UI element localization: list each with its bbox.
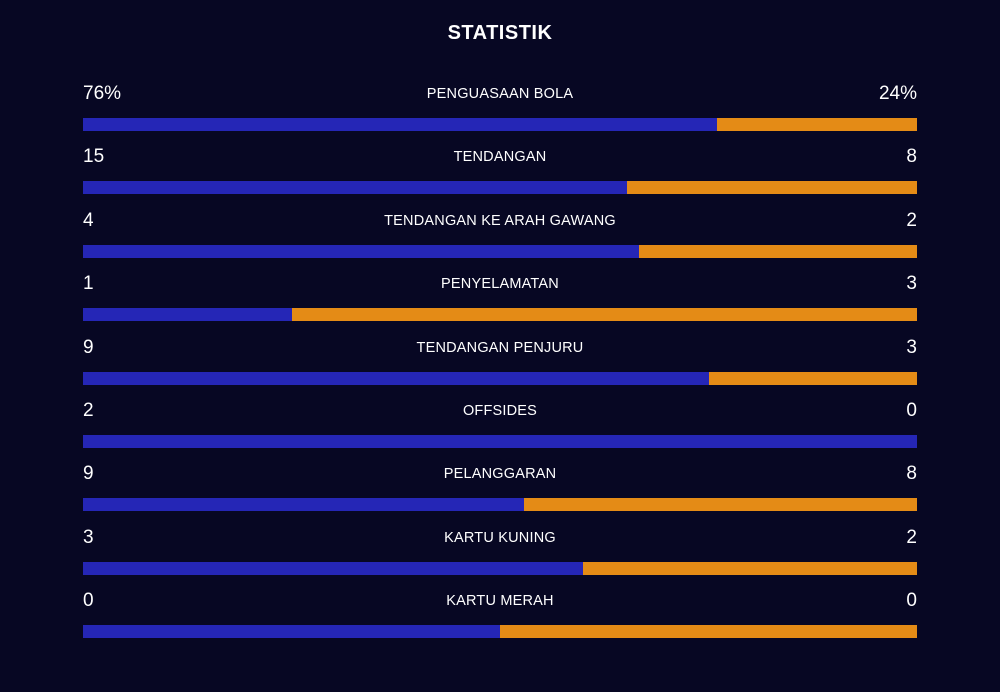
stat-header: 1 PENYELAMATAN 3 (83, 268, 917, 308)
stat-home-value: 0 (83, 590, 94, 612)
stat-label: PELANGGARAN (443, 466, 557, 483)
stat-comparison-bar (83, 371, 917, 385)
stat-home-value: 9 (83, 463, 94, 485)
stat-away-value: 2 (906, 209, 917, 231)
stat-bar-home-segment (83, 371, 709, 385)
stat-bar-away-segment (708, 371, 917, 385)
stat-bar-away-segment (500, 625, 917, 639)
stat-header: 4 TENDANGAN KE ARAH GAWANG 2 (83, 205, 917, 245)
panel-title: STATISTIK (447, 22, 553, 44)
stat-header: 2 OFFSIDES 0 (83, 395, 917, 435)
stat-bar-home-segment (83, 625, 500, 639)
stat-bar-away-segment (524, 498, 917, 512)
stat-comparison-bar (83, 434, 917, 448)
stat-home-value: 1 (83, 273, 94, 295)
stat-comparison-bar (83, 244, 917, 258)
stat-row: 1 PENYELAMATAN 3 (83, 268, 917, 331)
stat-header: 0 KARTU MERAH 0 (83, 585, 917, 625)
stat-bar-away-segment (716, 118, 917, 131)
stat-header: 15 TENDANGAN 8 (83, 141, 917, 181)
stat-header: 9 PELANGGARAN 8 (83, 458, 917, 498)
stat-home-value: 9 (83, 336, 94, 358)
stat-row: 4 TENDANGAN KE ARAH GAWANG 2 (83, 205, 917, 268)
stat-row: 9 PELANGGARAN 8 (83, 458, 917, 521)
stat-bar-home-segment (83, 244, 640, 258)
stat-away-value: 2 (906, 526, 917, 548)
stat-header: 76% PENGUASAAN BOLA 24% (83, 78, 917, 118)
stat-label: KARTU KUNING (444, 529, 556, 546)
stat-bar-home-segment (83, 118, 717, 131)
stat-comparison-bar (83, 118, 917, 131)
stat-row: 9 TENDANGAN PENJURU 3 (83, 332, 917, 395)
stat-label: PENGUASAAN BOLA (426, 86, 574, 102)
stat-home-value: 2 (83, 399, 94, 421)
stat-bar-home-segment (83, 308, 292, 322)
stat-label: KARTU MERAH (446, 593, 554, 610)
stat-home-value: 76% (83, 83, 122, 104)
stat-bar-home-segment (83, 498, 525, 512)
stat-away-value: 8 (906, 463, 917, 485)
stat-home-value: 15 (83, 146, 105, 168)
stat-bar-home-segment (83, 181, 627, 195)
stat-label: PENYELAMATAN (441, 276, 559, 293)
stat-header: 3 KARTU KUNING 2 (83, 522, 917, 562)
stat-away-value: 3 (906, 336, 917, 358)
stat-row: 15 TENDANGAN 8 (83, 141, 917, 204)
stat-label: OFFSIDES (462, 402, 538, 419)
stat-away-value: 0 (906, 590, 917, 612)
stat-away-value: 24% (878, 83, 917, 104)
stat-row: 2 OFFSIDES 0 (83, 395, 917, 458)
stat-comparison-bar (83, 498, 917, 512)
stats-list: 76% PENGUASAAN BOLA 24% 15 TENDANGAN 8 4 TENDAN… (83, 78, 917, 649)
stat-row: 3 KARTU KUNING 2 (83, 522, 917, 585)
stat-label: TENDANGAN PENJURU (416, 339, 584, 356)
stat-comparison-bar (83, 181, 917, 195)
stat-bar-away-segment (626, 181, 917, 195)
stat-comparison-bar (83, 308, 917, 322)
stat-row: 76% PENGUASAAN BOLA 24% (83, 78, 917, 141)
stat-away-value: 8 (906, 146, 917, 168)
stat-bar-away-segment (291, 308, 917, 322)
stat-home-value: 3 (83, 526, 94, 548)
stat-away-value: 3 (906, 273, 917, 295)
stat-row: 0 KARTU MERAH 0 (83, 585, 917, 648)
stat-away-value: 0 (906, 399, 917, 421)
stat-bar-home-segment (83, 561, 584, 575)
stat-header: 9 TENDANGAN PENJURU 3 (83, 332, 917, 372)
stat-comparison-bar (83, 561, 917, 575)
stat-bar-home-segment (83, 434, 917, 448)
stat-comparison-bar (83, 625, 917, 639)
stat-home-value: 4 (83, 209, 94, 231)
stat-label: TENDANGAN (453, 149, 547, 166)
stat-bar-away-segment (639, 244, 917, 258)
stat-label: TENDANGAN KE ARAH GAWANG (384, 212, 616, 229)
stat-bar-away-segment (583, 561, 917, 575)
